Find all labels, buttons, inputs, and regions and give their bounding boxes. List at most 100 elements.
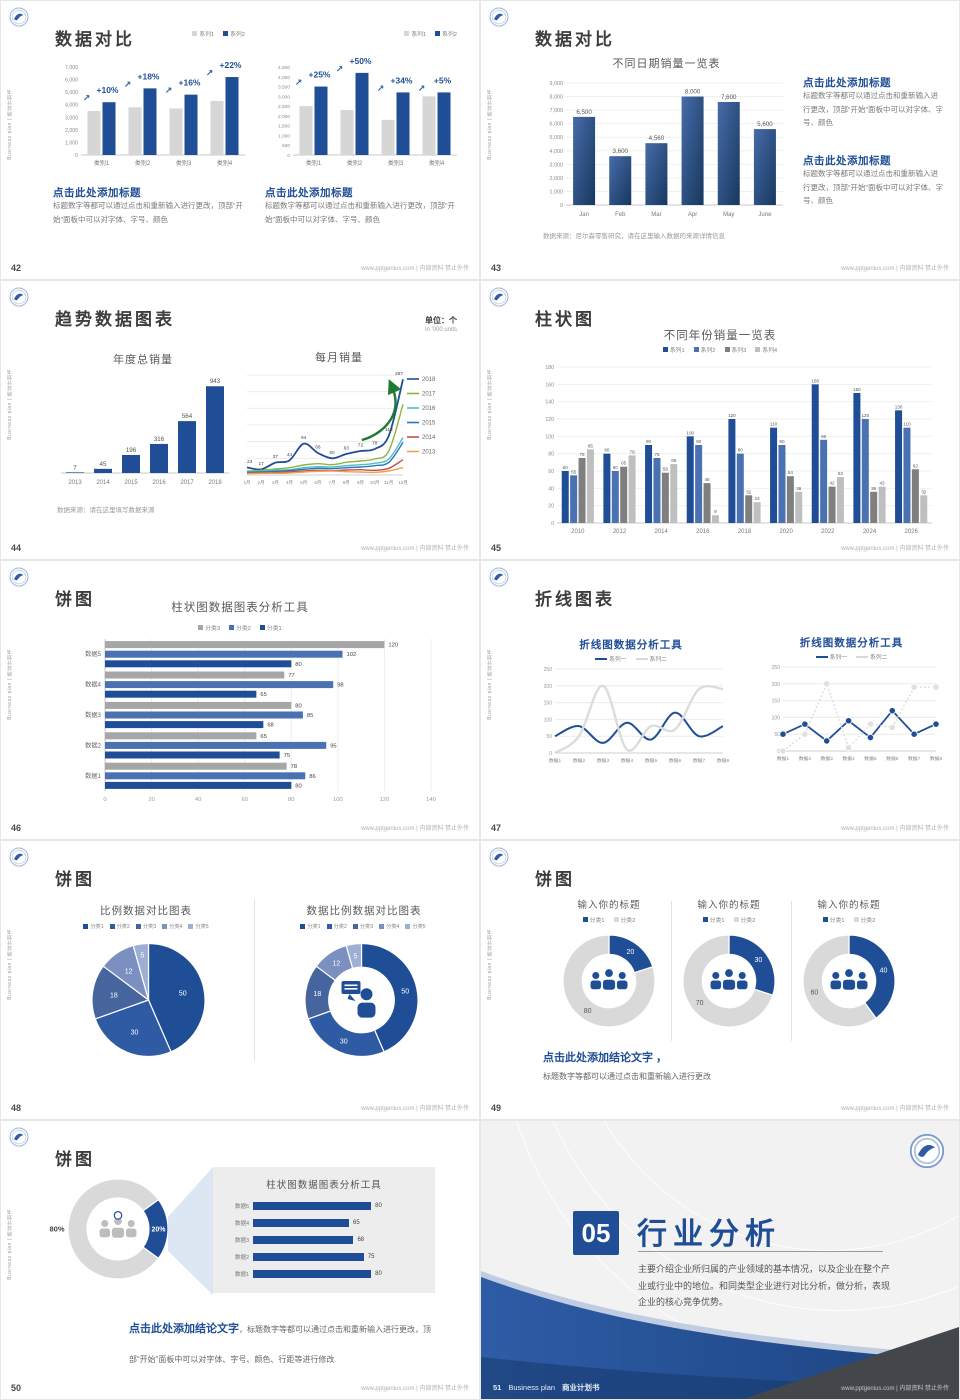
page-title: 饼图 <box>55 1150 95 1170</box>
chart-legend: 系列1 系列2 系列3 系列4 <box>481 345 959 354</box>
svg-text:86: 86 <box>309 774 315 780</box>
side-label: Business plan | 商业计划书 <box>487 649 493 720</box>
divider <box>671 901 672 1041</box>
line-chart-smooth: 0 50 100 150 200 250 数据1 数据2 数据3 数据4 数据5 数据6 数据7 数据8 <box>544 667 730 764</box>
svg-text:8,000: 8,000 <box>685 89 701 96</box>
page-title: 折线图表 <box>535 590 615 610</box>
svg-text:80: 80 <box>288 797 294 803</box>
slide-50-thumbnail[interactable]: 饼图 Business plan | 商业计划书 20% 80% 柱状图数据图表分… <box>1 1121 479 1399</box>
svg-text:18: 18 <box>313 991 321 998</box>
svg-text:66: 66 <box>315 445 321 451</box>
page-number: 46 <box>11 823 22 833</box>
svg-text:0: 0 <box>551 521 554 527</box>
footer-watermark: www.pptgenius.com | 内部资料 禁止外传 <box>361 1386 469 1392</box>
slide-43-thumbnail[interactable]: 数据对比 Business plan | 商业计划书 不同日期销量一览表 0 1,… <box>481 1 959 279</box>
svg-text:32: 32 <box>921 489 927 494</box>
school-logo-icon <box>489 847 509 867</box>
slide-42-thumbnail[interactable]: 数据对比 Business plan | 商业计划书 系列1 系列2 系列1 系列2… <box>1 1 479 279</box>
svg-text:2026: 2026 <box>904 529 918 535</box>
page-title: 饼图 <box>55 870 95 890</box>
pie-chart: 50 30 18 12 5 <box>91 942 206 1058</box>
chart-legend: 分类1 分类2 分类3 分类4 分类5 <box>263 923 463 930</box>
brand-label: Business plan <box>508 1383 556 1392</box>
page-title: 数据对比 <box>535 30 615 50</box>
svg-text:6,500: 6,500 <box>576 109 592 116</box>
funnel-connector <box>168 1167 213 1295</box>
svg-text:2015: 2015 <box>422 421 436 427</box>
svg-text:4,000: 4,000 <box>65 103 78 109</box>
side-label: Business plan | 商业计划书 <box>7 929 13 1000</box>
svg-text:+10%: +10% <box>97 85 119 95</box>
svg-text:5月: 5月 <box>300 480 307 486</box>
svg-text:80%: 80% <box>49 1225 64 1234</box>
svg-text:62: 62 <box>913 463 919 468</box>
chart-legend: 分类1 分类2 <box>549 915 669 924</box>
svg-text:9: 9 <box>714 509 717 514</box>
slide-44-thumbnail[interactable]: 趋势数据图表 Business plan | 商业计划书 单位：个 in '00… <box>1 281 479 559</box>
svg-text:3月: 3月 <box>272 480 279 486</box>
divider <box>791 901 792 1041</box>
page-number: 51 <box>493 1383 502 1392</box>
panel-bar-row: 数据4 65 <box>234 1218 360 1227</box>
svg-text:40: 40 <box>195 797 201 803</box>
school-logo-icon <box>489 567 509 587</box>
svg-text:140: 140 <box>426 797 436 803</box>
svg-text:3,000: 3,000 <box>65 115 78 121</box>
svg-text:7,000: 7,000 <box>65 65 78 71</box>
svg-text:6,000: 6,000 <box>65 78 78 84</box>
svg-text:1,000: 1,000 <box>278 133 290 139</box>
page-number: 43 <box>491 263 502 273</box>
slide-46-thumbnail[interactable]: 饼图 Business plan | 商业计划书 柱状图数据图表分析工具 分类3… <box>1 561 479 839</box>
slide-47-thumbnail[interactable]: 折线图表 Business plan | 商业计划书 折线图数据分析工具 系列一… <box>481 561 959 839</box>
book-label: 商业计划书 <box>562 1383 600 1392</box>
divider <box>254 899 255 1061</box>
svg-text:120: 120 <box>861 413 869 418</box>
page-title: 数据对比 <box>55 30 135 50</box>
svg-text:85: 85 <box>307 713 313 719</box>
svg-text:2,500: 2,500 <box>278 104 290 110</box>
page-number: 44 <box>11 543 22 553</box>
svg-text:5,600: 5,600 <box>757 121 773 128</box>
svg-text:60: 60 <box>613 465 619 470</box>
side-label: Business plan | 商业计划书 <box>487 929 493 1000</box>
school-logo-icon <box>489 287 509 307</box>
svg-text:↗: ↗ <box>295 78 303 88</box>
block-body: 标题数字等都可以通过点击和重新输入进行更改，顶部“开始”面板中可以对字体、字号、… <box>265 201 455 224</box>
svg-text:50: 50 <box>329 450 335 456</box>
panel-bar-row: 数据3 68 <box>234 1235 365 1244</box>
svg-text:数据4: 数据4 <box>621 757 634 764</box>
svg-text:+16%: +16% <box>179 78 201 88</box>
svg-text:2018: 2018 <box>208 480 222 486</box>
svg-text:Apr: Apr <box>688 212 697 218</box>
svg-text:7月: 7月 <box>329 480 336 486</box>
page-title: 饼图 <box>535 870 575 890</box>
slide-48-thumbnail[interactable]: 饼图 Business plan | 商业计划书 比例数据对比图表 分类1 分类2… <box>1 841 479 1119</box>
slide-49-thumbnail[interactable]: 饼图 Business plan | 商业计划书 输入你的标题 输入你的标题 输… <box>481 841 959 1119</box>
svg-text:6月: 6月 <box>314 480 321 486</box>
svg-text:5,000: 5,000 <box>65 90 78 96</box>
svg-text:类别1: 类别1 <box>94 159 110 167</box>
svg-text:58: 58 <box>663 467 669 472</box>
chart-title: 柱状图数据图表分析工具 <box>171 602 309 614</box>
svg-text:40: 40 <box>548 486 554 492</box>
page-title: 柱状图 <box>535 310 595 330</box>
svg-text:75: 75 <box>654 452 660 457</box>
svg-text:3,000: 3,000 <box>278 94 290 100</box>
svg-text:80: 80 <box>295 703 301 709</box>
slide-45-thumbnail[interactable]: 柱状图 Business plan | 商业计划书 不同年份销量一览表 系列1 系… <box>481 281 959 559</box>
chart-title-left: 比例数据对比图表 <box>100 905 192 917</box>
svg-text:3,600: 3,600 <box>613 148 629 155</box>
svg-text:数据4: 数据4 <box>842 755 855 762</box>
slide-51-thumbnail[interactable]: 05 行业分析 主要介绍企业所归属的产业领域的基本情况，以及企业在整个产业或行业… <box>481 1121 959 1399</box>
svg-text:80: 80 <box>604 448 610 453</box>
svg-text:类别3: 类别3 <box>176 159 192 167</box>
side-label: Business plan | 商业计划书 <box>7 89 13 160</box>
svg-text:30: 30 <box>131 1030 139 1037</box>
svg-text:32: 32 <box>746 489 752 494</box>
divider <box>638 1251 883 1252</box>
chart-legend: 分类1 分类2 <box>669 915 789 924</box>
svg-text:June: June <box>758 212 772 218</box>
svg-text:20: 20 <box>148 797 154 803</box>
svg-text:类别1: 类别1 <box>306 159 322 167</box>
svg-text:数据2: 数据2 <box>85 741 101 749</box>
